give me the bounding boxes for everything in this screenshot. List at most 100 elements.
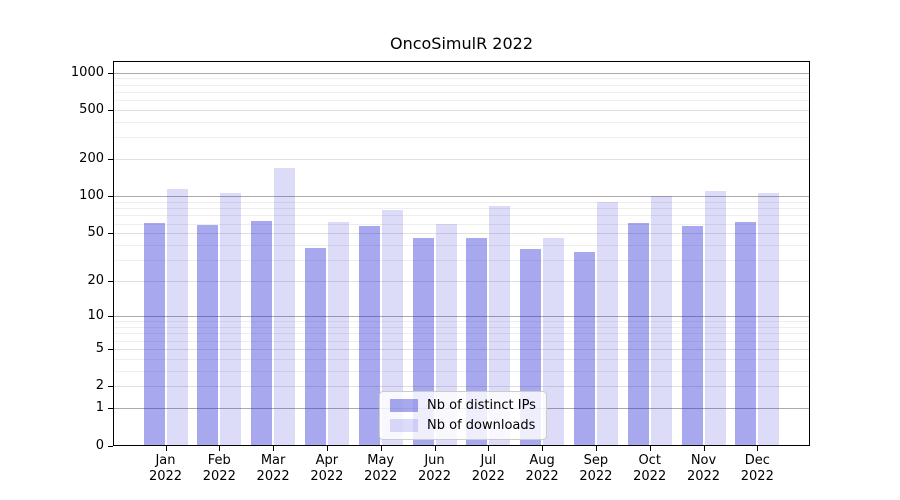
x-axis-tick bbox=[649, 446, 651, 451]
y-tick-label: 500 bbox=[79, 101, 104, 117]
gridline-minor bbox=[114, 245, 809, 246]
x-axis-tick bbox=[542, 446, 544, 451]
legend-swatch-downloads bbox=[390, 419, 418, 432]
legend-label-downloads: Nb of downloads bbox=[427, 418, 536, 433]
x-tick-label-year: 2022 bbox=[364, 469, 398, 484]
legend-swatch-distinct-ips bbox=[390, 399, 418, 412]
legend-entry-distinct-ips: Nb of distinct IPs bbox=[390, 398, 536, 413]
gridline-minor bbox=[114, 202, 809, 203]
bar-nb-of-distinct-ips-may-2022 bbox=[358, 226, 380, 446]
gridline-major bbox=[114, 316, 809, 318]
gridline-minor bbox=[114, 208, 809, 210]
bar-nb-of-downloads-jun-2022 bbox=[435, 223, 457, 446]
y-tick-label: 100 bbox=[79, 188, 104, 204]
y-axis-tick bbox=[108, 408, 113, 410]
x-tick-label-year: 2022 bbox=[471, 469, 505, 484]
x-tick-label-year: 2022 bbox=[310, 469, 344, 484]
bar-nb-of-downloads-apr-2022 bbox=[327, 221, 349, 446]
gridline-minor bbox=[114, 326, 809, 328]
y-tick-label: 0 bbox=[95, 437, 104, 453]
y-tick-label: 10 bbox=[87, 308, 104, 324]
bar-nb-of-downloads-may-2022 bbox=[381, 209, 403, 446]
bar-nb-of-downloads-dec-2022 bbox=[758, 192, 780, 446]
x-axis-tick bbox=[757, 446, 759, 451]
x-tick-label-month: Apr bbox=[315, 453, 339, 468]
gridline bbox=[114, 281, 809, 283]
gridline-minor bbox=[114, 340, 809, 342]
x-tick-label-year: 2022 bbox=[525, 469, 559, 484]
bar-nb-of-distinct-ips-jan-2022 bbox=[143, 222, 165, 446]
bar-nb-of-distinct-ips-nov-2022 bbox=[681, 226, 703, 446]
y-axis-tick bbox=[108, 233, 113, 235]
y-axis-tick bbox=[108, 316, 113, 318]
gridline-minor bbox=[114, 223, 809, 225]
x-axis-tick bbox=[380, 446, 382, 451]
x-tick-label-month: Jan bbox=[155, 453, 176, 468]
bar-nb-of-downloads-jan-2022 bbox=[166, 189, 188, 446]
y-tick-label: 2 bbox=[95, 378, 104, 394]
y-tick-label: 20 bbox=[87, 273, 104, 289]
x-tick-label-month: Feb bbox=[207, 453, 231, 468]
bar-nb-of-distinct-ips-feb-2022 bbox=[197, 225, 219, 446]
bar-nb-of-distinct-ips-dec-2022 bbox=[735, 221, 757, 446]
x-tick-label-year: 2022 bbox=[256, 469, 290, 484]
gridline-minor bbox=[114, 100, 809, 102]
x-tick-label-year: 2022 bbox=[633, 469, 667, 484]
gridline-minor bbox=[114, 358, 809, 360]
x-tick-label-month: Dec bbox=[744, 453, 770, 468]
bar-nb-of-distinct-ips-oct-2022 bbox=[627, 222, 649, 446]
x-tick-label-year: 2022 bbox=[686, 469, 721, 484]
x-axis-tick bbox=[165, 446, 167, 451]
gridline-major bbox=[114, 196, 809, 198]
y-axis-tick bbox=[108, 109, 113, 111]
x-axis-tick bbox=[434, 446, 436, 451]
y-axis-tick bbox=[108, 159, 113, 161]
gridline bbox=[114, 386, 809, 388]
gridline-minor bbox=[114, 121, 809, 123]
bar-nb-of-downloads-mar-2022 bbox=[274, 167, 296, 446]
bar-nb-of-downloads-oct-2022 bbox=[650, 196, 672, 446]
x-tick-label-year: 2022 bbox=[740, 469, 774, 484]
x-axis-tick bbox=[488, 446, 490, 451]
y-axis-tick bbox=[108, 196, 113, 198]
gridline bbox=[114, 348, 809, 350]
x-axis-tick bbox=[219, 446, 221, 451]
x-tick-label-month: Jun bbox=[424, 453, 445, 468]
y-tick-label: 50 bbox=[87, 225, 104, 241]
gridline-minor bbox=[114, 333, 809, 335]
gridline-minor bbox=[114, 78, 809, 80]
legend-label-distinct-ips: Nb of distinct IPs bbox=[427, 398, 536, 413]
y-tick-label: 1000 bbox=[70, 64, 104, 80]
gridline-minor bbox=[114, 84, 809, 86]
x-tick-label-month: Nov bbox=[690, 453, 717, 468]
x-axis-tick bbox=[595, 446, 597, 451]
y-tick-label: 5 bbox=[95, 340, 104, 356]
x-tick-label-year: 2022 bbox=[417, 469, 452, 484]
x-axis-tick bbox=[326, 446, 328, 451]
y-axis-tick bbox=[108, 445, 113, 447]
bar-nb-of-distinct-ips-apr-2022 bbox=[304, 247, 326, 446]
gridline bbox=[114, 159, 809, 161]
x-tick-label-year: 2022 bbox=[579, 469, 613, 484]
bar-nb-of-downloads-feb-2022 bbox=[220, 193, 242, 446]
gridline bbox=[114, 233, 809, 235]
x-tick-label-year: 2022 bbox=[148, 469, 183, 484]
y-axis-tick bbox=[108, 386, 113, 388]
y-tick-label: 200 bbox=[79, 151, 104, 167]
bar-nb-of-downloads-sep-2022 bbox=[596, 202, 618, 446]
x-tick-label-month: Mar bbox=[260, 453, 286, 468]
gridline-minor bbox=[114, 260, 809, 262]
y-tick-label: 1 bbox=[95, 400, 104, 416]
gridline-minor bbox=[114, 370, 809, 372]
x-tick-label-year: 2022 bbox=[202, 469, 236, 484]
bar-nb-of-distinct-ips-sep-2022 bbox=[573, 252, 595, 446]
x-tick-label-month: May bbox=[367, 453, 395, 468]
gridline bbox=[114, 109, 809, 111]
gridline-minor bbox=[114, 137, 809, 139]
gridline-minor bbox=[114, 215, 809, 217]
chart-title: OncoSimulR 2022 bbox=[389, 34, 533, 53]
bar-nb-of-distinct-ips-mar-2022 bbox=[251, 221, 273, 446]
y-axis-tick bbox=[108, 348, 113, 350]
x-axis-tick bbox=[703, 446, 705, 451]
bar-nb-of-downloads-nov-2022 bbox=[704, 191, 726, 446]
